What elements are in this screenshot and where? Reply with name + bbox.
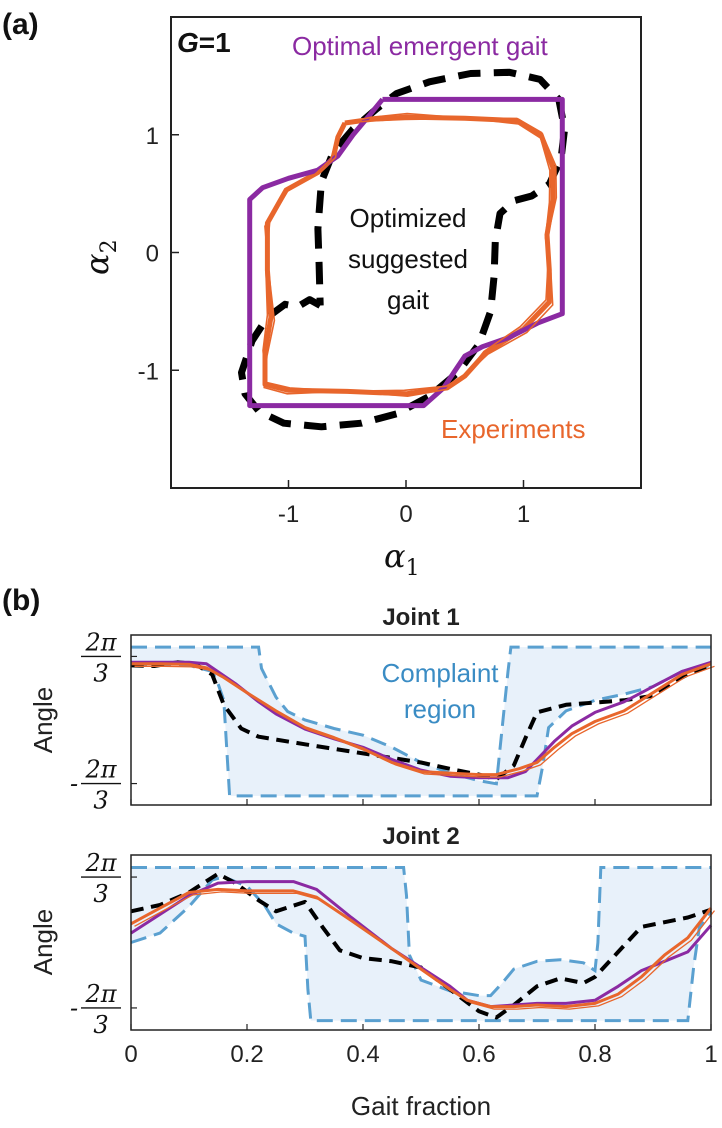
joint-b1-experiment-replicate <box>134 665 715 778</box>
complaint-region-fill <box>131 647 711 796</box>
joint2-series <box>130 871 716 1020</box>
x-tick-label: 1 <box>704 1041 717 1068</box>
phase-experiment-replicate <box>262 117 558 398</box>
complaint-region-fill <box>131 867 711 1021</box>
complaint-region-lower-bound <box>131 663 712 798</box>
joint1-region <box>131 645 712 798</box>
phase-plot-ticks: -1 0 1 -1 0 1 <box>138 123 531 528</box>
y-tick-denominator: 3 <box>93 659 108 687</box>
x-tick-label: 0 <box>399 501 412 528</box>
legend-optimized-line-3: gait <box>387 285 430 315</box>
y-tick-label: -1 <box>138 358 159 385</box>
x-tick-label: 0.6 <box>462 1041 495 1068</box>
y-tick-denominator: 3 <box>93 1011 108 1039</box>
x-axis-subscript: 1 <box>406 556 420 581</box>
panel-b-label: (b) <box>2 584 40 617</box>
y-tick-denominator: 3 <box>93 880 108 908</box>
x-tick-label: 1 <box>517 501 530 528</box>
y-tick-denominator: 3 <box>93 787 108 815</box>
y-tick-numerator: 2π <box>84 980 117 1008</box>
joint-b2-experiment-replicate <box>134 891 716 1010</box>
y-axis-subscript: 2 <box>97 239 122 253</box>
joint2-frame <box>130 854 712 1031</box>
joint2-region <box>130 866 713 1023</box>
phase-series-experiments <box>262 114 556 397</box>
y-tick-numerator: 2π <box>84 849 117 877</box>
joint1-series <box>130 660 715 782</box>
x-tick-label: -1 <box>278 501 299 528</box>
y-tick-label: 1 <box>146 123 159 150</box>
complaint-region-upper-bound <box>131 866 711 998</box>
y-tick-numerator: 2π <box>84 628 117 656</box>
phase-series-optimal-emergent-gait <box>247 96 565 409</box>
x-tick-label: 0.8 <box>578 1041 611 1068</box>
x-tick-label: 0.4 <box>346 1041 379 1068</box>
complaint-region-lower-bound <box>130 875 713 1023</box>
y-tick-sign: - <box>70 770 78 798</box>
legend-experiments: Experiments <box>441 414 586 444</box>
gain-label: G=1 <box>177 27 231 58</box>
y-tick-numerator: 2π <box>84 756 117 784</box>
legend-optimized-line-2: suggested <box>348 244 468 274</box>
x-tick-label: 0 <box>124 1041 137 1068</box>
joint2-y-label: Angle <box>28 909 58 976</box>
x-tick-label: 0.2 <box>230 1041 263 1068</box>
panel-a-label: (a) <box>2 8 39 41</box>
joint1-title: Joint 1 <box>382 604 459 631</box>
gain-symbol: G <box>177 27 199 58</box>
phase-experiment-replicate <box>263 112 554 395</box>
joint1-frame <box>130 634 712 806</box>
x-axis-symbol: α <box>384 537 406 575</box>
phase-plot-series <box>238 68 569 431</box>
legend-optimized-line-1: Optimized <box>349 203 466 233</box>
joint2-x-label: Gait fraction <box>351 1091 491 1121</box>
y-axis-symbol: α <box>78 253 116 275</box>
y-tick-sign: - <box>70 994 78 1022</box>
phase-plot: -1 0 1 -1 0 1 G=1 Optimal emergent gait Optim… <box>138 16 642 528</box>
y-axis-label: α2 <box>78 239 122 275</box>
complaint-region-upper-bound <box>131 645 711 786</box>
y-tick-label: 0 <box>146 241 159 268</box>
joint2-title: Joint 2 <box>382 823 459 850</box>
complaint-region-label-line-2: region <box>404 694 476 724</box>
gain-value: =1 <box>199 27 231 58</box>
legend-optimal-emergent-gait: Optimal emergent gait <box>292 31 549 61</box>
x-axis-label: α1 <box>384 537 420 581</box>
complaint-region-label-line-1: Complaint <box>381 658 499 688</box>
joint1-y-label: Angle <box>28 687 58 754</box>
